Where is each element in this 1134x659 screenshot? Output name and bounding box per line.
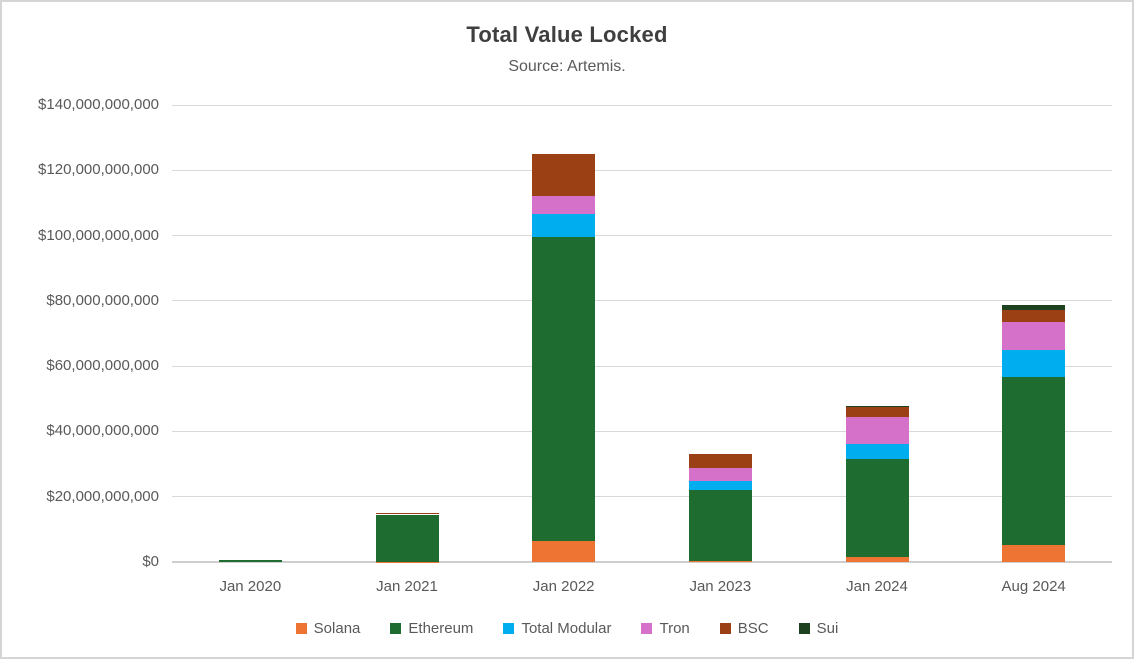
bar-segment-ethereum-jan-2020 bbox=[218, 560, 282, 562]
legend: Solana Ethereum Total Modular Tron BSC Sui bbox=[2, 620, 1132, 637]
legend-label-sui: Sui bbox=[816, 620, 839, 637]
gridline bbox=[172, 300, 1112, 302]
y-axis-tick-label: $20,000,000,000 bbox=[46, 487, 159, 505]
bar-segment-tron-jan-2024 bbox=[845, 417, 909, 444]
bar-segment-sui-jan-2024 bbox=[845, 405, 909, 408]
bar-segment-solana-jan-2024 bbox=[845, 557, 909, 562]
bar-segment-bsc-aug-2024 bbox=[1002, 309, 1066, 322]
bar-segment-ethereum-jan-2023 bbox=[688, 489, 752, 562]
legend-label-bsc: BSC bbox=[737, 620, 769, 637]
bar-segment-bsc-jan-2022 bbox=[532, 154, 596, 197]
legend-item-ethereum: Ethereum bbox=[390, 620, 473, 637]
x-axis-tick-label: Jan 2024 bbox=[846, 578, 908, 595]
bar-segment-total-modular-aug-2024 bbox=[1002, 349, 1066, 377]
bar-segment-sui-aug-2024 bbox=[1002, 305, 1066, 310]
legend-label-tron: Tron bbox=[659, 620, 690, 637]
legend-swatch-sui bbox=[798, 623, 810, 634]
bar-segment-solana-jan-2022 bbox=[532, 541, 596, 562]
bar-segment-solana-aug-2024 bbox=[1002, 545, 1066, 562]
legend-label-ethereum: Ethereum bbox=[408, 620, 474, 637]
y-axis-tick-label: $140,000,000,000 bbox=[38, 96, 159, 113]
gridline bbox=[172, 496, 1112, 498]
bar-segment-total-modular-jan-2023 bbox=[688, 481, 752, 490]
gridline bbox=[172, 430, 1112, 432]
bar-segment-solana-jan-2023 bbox=[688, 561, 752, 562]
bar-segment-bsc-jan-2021 bbox=[375, 513, 439, 515]
gridline bbox=[172, 104, 1112, 106]
x-axis-tick-label: Jan 2022 bbox=[532, 578, 595, 595]
gridline bbox=[172, 365, 1112, 367]
legend-swatch-solana bbox=[295, 623, 307, 634]
bar-segment-ethereum-jan-2021 bbox=[375, 514, 439, 562]
legend-item-tron: Tron bbox=[641, 620, 690, 637]
legend-label-solana: Solana bbox=[313, 620, 361, 637]
bar-segment-bsc-jan-2024 bbox=[845, 407, 909, 418]
x-axis-line bbox=[172, 561, 1112, 563]
legend-label-total-modular: Total Modular bbox=[521, 620, 612, 637]
legend-swatch-tron bbox=[641, 623, 653, 634]
bar-segment-ethereum-jan-2022 bbox=[532, 237, 596, 542]
legend-item-solana: Solana bbox=[295, 620, 361, 637]
x-axis-tick-label: Jan 2021 bbox=[376, 578, 438, 595]
bar-segment-tron-jan-2022 bbox=[532, 196, 596, 215]
gridline bbox=[172, 235, 1112, 237]
y-axis-tick-label: $100,000,000,000 bbox=[38, 226, 159, 244]
x-axis-tick-label: Aug 2024 bbox=[1001, 578, 1066, 595]
x-axis-tick-label: Jan 2023 bbox=[689, 578, 752, 595]
y-axis-tick-label: $80,000,000,000 bbox=[46, 291, 159, 309]
bar-segment-ethereum-aug-2024 bbox=[1002, 376, 1066, 546]
bar-segment-bsc-jan-2023 bbox=[688, 454, 752, 469]
legend-item-total-modular: Total Modular bbox=[503, 620, 611, 637]
bar-segment-total-modular-jan-2024 bbox=[845, 443, 909, 459]
bar-segment-total-modular-jan-2022 bbox=[532, 214, 596, 238]
bar-segment-tron-aug-2024 bbox=[1002, 321, 1066, 350]
legend-swatch-ethereum bbox=[390, 623, 402, 634]
legend-item-sui: Sui bbox=[798, 620, 839, 637]
y-axis-tick-label: $120,000,000,000 bbox=[38, 161, 159, 179]
chart-title: Total Value Locked bbox=[466, 22, 668, 47]
y-axis-tick-label: $60,000,000,000 bbox=[46, 357, 159, 375]
legend-swatch-bsc bbox=[719, 623, 731, 634]
gridline bbox=[172, 169, 1112, 171]
bar-segment-ethereum-jan-2024 bbox=[845, 458, 909, 558]
x-axis-tick-label: Jan 2020 bbox=[219, 578, 282, 595]
bar-segment-tron-jan-2023 bbox=[688, 468, 752, 482]
y-axis-tick-label: $0 bbox=[142, 553, 159, 570]
y-axis-tick-label: $40,000,000,000 bbox=[46, 422, 159, 440]
legend-item-bsc: BSC bbox=[719, 620, 769, 637]
legend-swatch-total-modular bbox=[503, 623, 515, 634]
chart-subtitle: Source: Artemis. bbox=[508, 58, 626, 75]
